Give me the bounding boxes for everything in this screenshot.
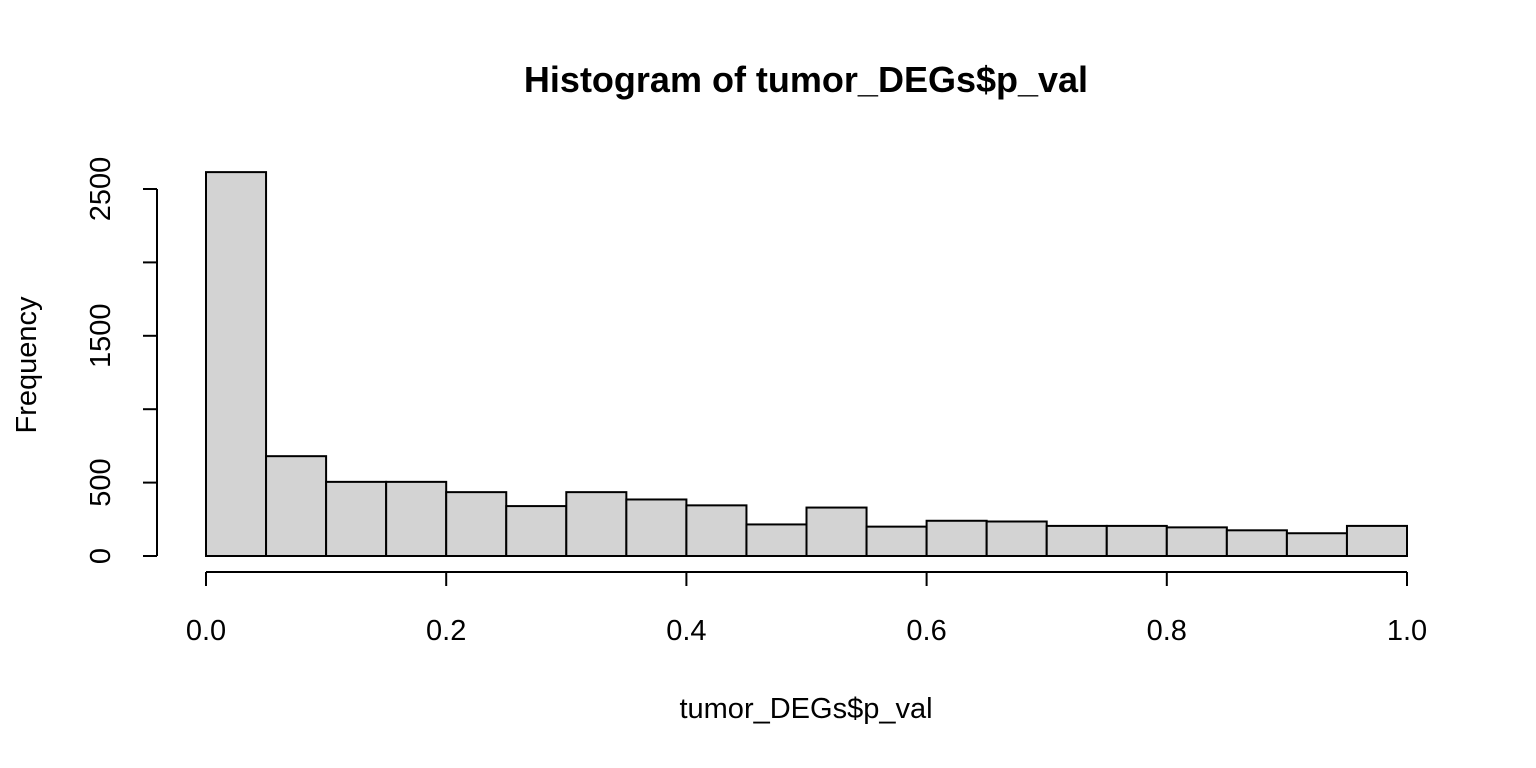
y-tick-label: 2500 (85, 157, 117, 222)
histogram-bar (805, 506, 868, 557)
histogram-bar (685, 504, 748, 558)
histogram-bar (925, 519, 988, 558)
y-tick-label: 1500 (85, 304, 117, 369)
histogram-bar (565, 491, 628, 557)
x-tick-label: 1.0 (1387, 615, 1427, 647)
y-axis-label: Frequency (11, 296, 43, 434)
histogram-bar (385, 480, 448, 557)
histogram-bar (1345, 524, 1408, 558)
histogram-bar (325, 480, 388, 557)
histogram-bar (865, 525, 928, 558)
histogram-bar (1165, 526, 1228, 558)
histogram-bars (205, 171, 1408, 558)
x-axis: 0.0 0.2 0.4 0.6 0.8 1.0 (186, 571, 1427, 647)
histogram-bar (1225, 529, 1288, 557)
histogram-bar (505, 505, 568, 558)
x-tick-label: 0.8 (1147, 615, 1187, 647)
histogram-bar (1285, 532, 1348, 557)
histogram-bar (745, 523, 808, 557)
y-tick-label: 0 (85, 548, 117, 564)
histogram-bar (985, 520, 1048, 558)
histogram-bar (205, 171, 268, 557)
histogram-bar (1105, 524, 1168, 558)
y-tick-label: 500 (85, 458, 117, 506)
x-axis-label: tumor_DEGs$p_val (679, 693, 932, 725)
histogram-bar (445, 491, 508, 557)
chart-title: Histogram of tumor_DEGs$p_val (524, 59, 1088, 100)
histogram-bar (265, 455, 328, 557)
x-tick-label: 0.0 (186, 615, 226, 647)
histogram-bar (625, 498, 688, 557)
x-tick-label: 0.2 (426, 615, 466, 647)
y-axis: 0 500 1500 2500 (85, 157, 158, 564)
histogram-bar (1045, 524, 1108, 558)
x-tick-label: 0.4 (666, 615, 706, 647)
x-tick-label: 0.6 (906, 615, 946, 647)
